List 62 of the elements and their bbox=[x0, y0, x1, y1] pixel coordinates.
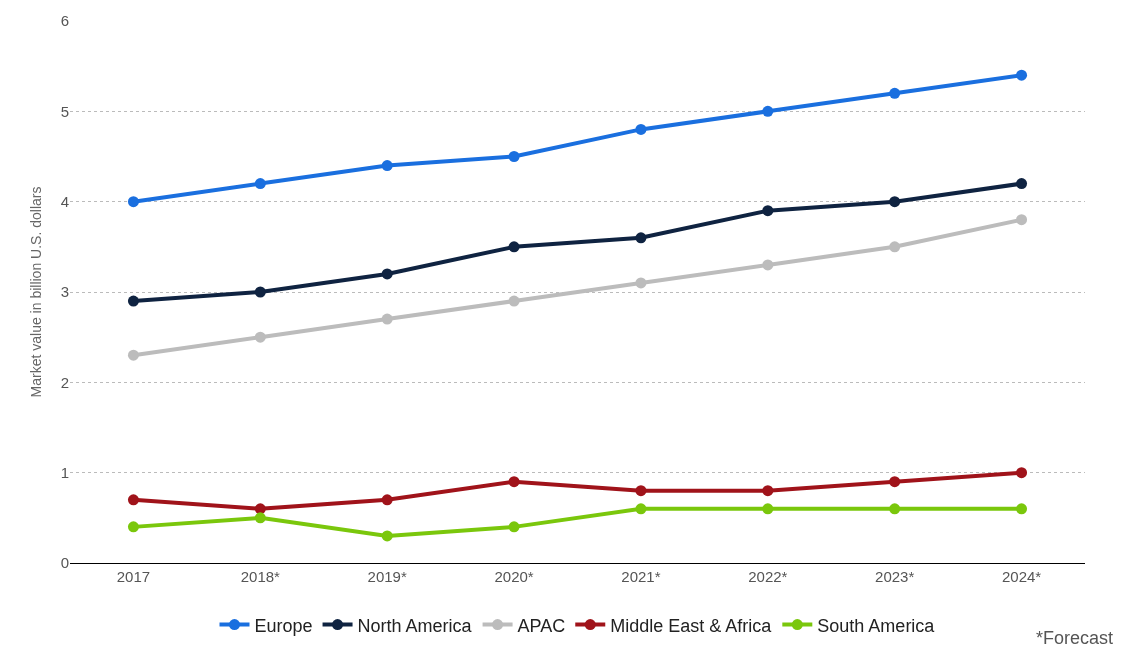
point bbox=[254, 503, 266, 515]
point bbox=[508, 521, 520, 533]
point bbox=[889, 241, 901, 253]
point bbox=[635, 232, 647, 244]
point bbox=[381, 160, 393, 172]
point bbox=[254, 512, 266, 524]
point bbox=[1016, 69, 1028, 81]
y-tick-label: 1 bbox=[60, 463, 69, 481]
y-tick-label: 6 bbox=[60, 12, 69, 30]
point bbox=[889, 503, 901, 515]
point bbox=[127, 521, 139, 533]
point bbox=[1016, 467, 1028, 479]
point bbox=[1016, 214, 1028, 226]
y-tick-label: 4 bbox=[60, 192, 69, 210]
point bbox=[762, 503, 774, 515]
point bbox=[127, 295, 139, 307]
y-tick-label: 0 bbox=[60, 554, 69, 572]
point bbox=[127, 494, 139, 506]
x-tick-label: 2020* bbox=[494, 568, 534, 585]
point bbox=[762, 259, 774, 271]
x-tick-label: 2021* bbox=[621, 568, 661, 585]
point bbox=[1016, 503, 1028, 515]
point bbox=[762, 485, 774, 497]
point bbox=[635, 123, 647, 135]
point bbox=[508, 295, 520, 307]
point bbox=[381, 268, 393, 280]
x-tick-label: 2023* bbox=[875, 568, 915, 585]
point bbox=[127, 196, 139, 208]
point bbox=[254, 331, 266, 343]
point bbox=[889, 87, 901, 99]
point bbox=[889, 196, 901, 208]
point bbox=[127, 349, 139, 361]
point bbox=[635, 485, 647, 497]
point bbox=[508, 151, 520, 162]
y-tick-label: 5 bbox=[60, 102, 69, 120]
point bbox=[381, 494, 393, 506]
point bbox=[381, 530, 393, 542]
point bbox=[889, 476, 901, 488]
point bbox=[508, 476, 520, 488]
legend-label: Middle East & Africa bbox=[610, 615, 773, 636]
point bbox=[254, 178, 266, 190]
x-tick-label: 2024* bbox=[1001, 568, 1042, 585]
legend-label: Europe bbox=[254, 615, 313, 636]
point bbox=[635, 503, 647, 515]
legend-label: South America bbox=[817, 615, 936, 636]
point bbox=[254, 286, 266, 298]
point bbox=[1016, 178, 1028, 190]
point bbox=[635, 277, 647, 289]
y-tick-label: 2 bbox=[60, 373, 69, 391]
x-tick-label: 2019* bbox=[367, 568, 407, 585]
x-tick-label: 2022* bbox=[748, 568, 788, 585]
point bbox=[508, 241, 520, 253]
y-tick-label: 3 bbox=[60, 283, 69, 301]
x-tick-label: 2018* bbox=[240, 568, 281, 585]
legend-label: APAC bbox=[517, 615, 566, 636]
point bbox=[762, 105, 774, 117]
legend-label: North America bbox=[357, 615, 473, 636]
y-axis-title: Market value in billion U.S. dollars bbox=[28, 186, 45, 398]
text: *Forecast bbox=[1036, 628, 1114, 648]
x-tick-label: 2017 bbox=[116, 568, 151, 585]
point bbox=[762, 205, 774, 217]
point bbox=[381, 313, 393, 325]
